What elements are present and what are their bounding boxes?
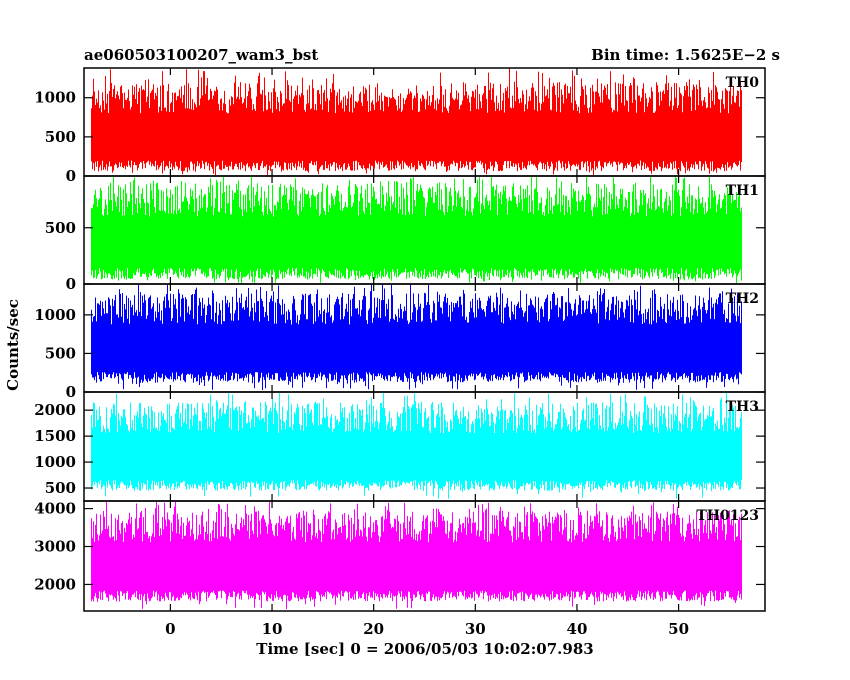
panel-label: TH0123	[696, 508, 759, 524]
panel-label: TH3	[726, 399, 759, 415]
x-tick-label: 0	[165, 620, 175, 638]
x-tick-label: 40	[567, 620, 588, 638]
x-axis-label: Time [sec] 0 = 2006/05/03 10:02:07.983	[256, 640, 593, 658]
panel-th3: 500 1000 1500 2000 TH3	[34, 391, 766, 502]
y-tick-label: 3000	[34, 538, 76, 556]
x-tick-label: 30	[465, 620, 486, 638]
y-tick-label: 500	[45, 344, 76, 362]
chart-title-right: Bin time: 1.5625E−2 s	[591, 46, 780, 64]
y-tick-label: 1000	[34, 453, 76, 471]
y-tick-label: 4000	[34, 500, 76, 518]
panel-label: TH2	[726, 291, 759, 307]
series-th2	[91, 284, 742, 390]
panel-th0: 0 500 1000 TH0	[34, 67, 766, 185]
series-th0	[91, 68, 742, 176]
y-tick-label: 2000	[34, 401, 76, 419]
y-tick-label: 500	[45, 479, 76, 497]
x-tick-labels: 0 10 20 30 40 50	[165, 620, 689, 638]
panel-label: TH0	[726, 75, 760, 91]
y-tick-label: 500	[45, 128, 76, 146]
panel-group: 0 500 1000 TH0 0 500 TH1 0 500 1000 TH2 500 1000 1500…	[34, 67, 766, 612]
panel-th0123: 2000 3000 4000 TH0123	[34, 500, 766, 612]
series-th3	[91, 392, 742, 499]
y-tick-label: 1000	[34, 89, 76, 107]
x-tick-label: 20	[363, 620, 384, 638]
y-tick-label: 0	[66, 275, 76, 293]
panel-frame	[83, 500, 766, 612]
y-tick-label: 1000	[34, 306, 76, 324]
y-tick-label: 2000	[34, 575, 76, 593]
y-tick-label: 0	[66, 383, 76, 401]
series-th1	[91, 176, 742, 283]
y-tick-label: 1500	[34, 427, 76, 445]
panel-th2: 0 500 1000 TH2	[34, 283, 766, 401]
chart-title-left: ae060503100207_wam3_bst	[84, 46, 318, 64]
x-tick-label: 10	[262, 620, 283, 638]
x-tick-label: 50	[668, 620, 689, 638]
panel-label: TH1	[726, 183, 759, 199]
y-tick-label: 0	[66, 167, 76, 185]
panel-th1: 0 500 TH1	[45, 175, 766, 293]
series-th0123	[91, 501, 742, 609]
y-tick-label: 500	[45, 219, 76, 237]
y-axis-label: Counts/sec	[4, 299, 22, 391]
